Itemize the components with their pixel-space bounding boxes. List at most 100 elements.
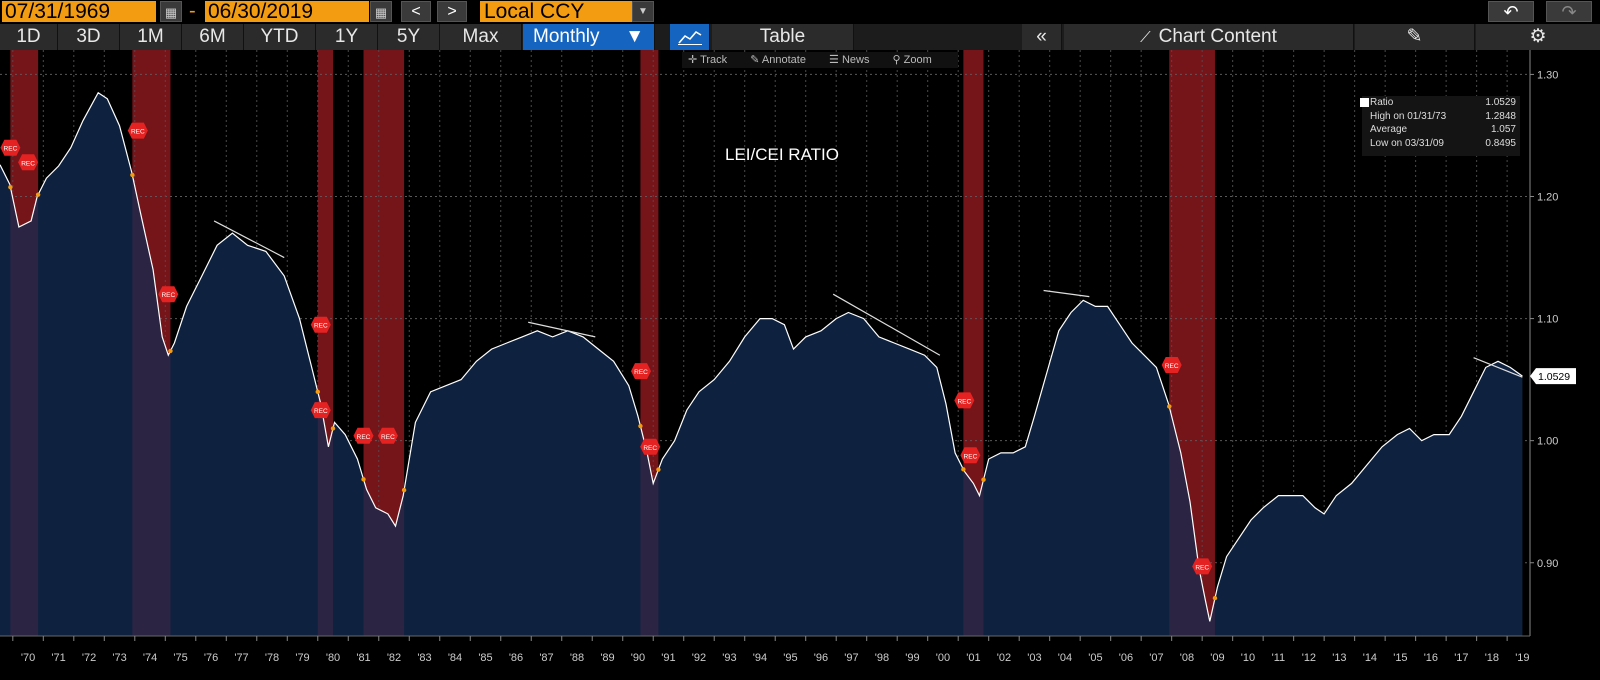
ratio-area [0, 92, 1523, 636]
recession-band-overlay [317, 50, 334, 636]
rec-marker-shape [631, 363, 651, 380]
annotate-tool[interactable]: ✎ Annotate [750, 54, 806, 66]
legend-low-label: Low on 03/31/09 [1370, 137, 1444, 149]
zoom-tool[interactable]: ⚲ Zoom [892, 54, 932, 66]
range-ytd[interactable]: YTD [244, 24, 316, 50]
range-5y[interactable]: 5Y [378, 24, 440, 50]
track-tool[interactable]: ✛ Track [688, 54, 728, 66]
legend-average-value: 1.057 [1490, 124, 1516, 135]
rec-marker-shape [18, 154, 39, 171]
chart-title: LEI/CEI RATIO [725, 145, 839, 164]
recession-boundary-dot [361, 477, 366, 482]
undo-icon[interactable]: ↶ [1488, 1, 1534, 22]
legend-ratio-label: Ratio [1370, 97, 1394, 108]
x-tick-label: '14 [1363, 652, 1377, 664]
x-tick-label: '74 [143, 652, 157, 664]
x-tick-label: '17 [1454, 652, 1468, 664]
rec-marker: REC [127, 122, 148, 139]
rec-marker-label: REC [357, 434, 371, 441]
back-button[interactable]: < [401, 1, 431, 22]
x-tick-label: '03 [1027, 652, 1041, 664]
rec-marker: REC [377, 427, 398, 444]
top-bar: 07/31/1969 ▦ - 06/30/2019 ▦ < > Local CC… [0, 0, 1600, 24]
rec-marker-shape [377, 427, 398, 444]
redo-icon[interactable]: ↷ [1546, 1, 1592, 22]
news-tool[interactable]: ☰ News [829, 54, 870, 66]
x-tick-label: '75 [173, 652, 187, 664]
x-tick-label: '16 [1424, 652, 1438, 664]
end-calendar-icon[interactable]: ▦ [370, 1, 392, 22]
rec-marker-label: REC [643, 445, 657, 452]
recession-boundary-dot [35, 192, 41, 197]
ratio-line [0, 91, 1523, 622]
range-3d[interactable]: 3D [58, 24, 120, 50]
collapse-icon[interactable]: « [1022, 24, 1062, 50]
rec-marker-label: REC [381, 434, 395, 441]
forward-button[interactable]: > [437, 1, 467, 22]
rec-marker-shape [640, 438, 661, 455]
rec-marker-label: REC [1165, 363, 1179, 370]
rec-marker: REC [640, 438, 661, 455]
start-date-input[interactable]: 07/31/1969 [2, 1, 156, 22]
range-max[interactable]: Max [440, 24, 522, 50]
end-date-input[interactable]: 06/30/2019 [205, 1, 369, 22]
table-button[interactable]: Table [712, 24, 854, 50]
rec-marker: REC [0, 139, 21, 156]
range-1d[interactable]: 1D [0, 24, 58, 50]
settings-gear-icon[interactable]: ⚙ [1476, 24, 1600, 50]
legend-high-label: High on 01/31/73 [1370, 110, 1447, 122]
trend-line [528, 321, 596, 338]
x-tick-label: '96 [814, 652, 828, 664]
rec-marker: REC [954, 392, 975, 409]
rec-marker: REC [18, 154, 39, 171]
x-tick-label: '12 [1302, 652, 1316, 664]
trend-line [832, 293, 941, 356]
x-tick-label: '83 [417, 652, 431, 664]
range-6m[interactable]: 6M [182, 24, 244, 50]
rec-marker-label: REC [1195, 564, 1209, 571]
rec-marker-shape [954, 392, 975, 409]
x-tick-label: '86 [509, 652, 523, 664]
x-tick-label: '85 [478, 652, 492, 664]
chart-content-button[interactable]: ⟋ Chart Content [1064, 24, 1354, 50]
rec-marker-label: REC [314, 408, 328, 415]
rec-marker-label: REC [4, 146, 18, 153]
line-chart-icon[interactable] [670, 24, 710, 50]
currency-select[interactable]: Local CCY [480, 1, 632, 22]
x-tick-label: '71 [51, 652, 65, 664]
frequency-select[interactable]: Monthly ▼ [523, 24, 655, 50]
range-1m[interactable]: 1M [120, 24, 182, 50]
range-1y[interactable]: 1Y [316, 24, 378, 50]
x-tick-label: '77 [234, 652, 248, 664]
recession-boundary-dot [638, 423, 643, 429]
chart-content-label: Chart Content [1158, 26, 1277, 47]
y-tick-labels: 0.90 1.00 1.10 1.20 1.30 [1530, 69, 1558, 570]
currency-dropdown-icon[interactable]: ▼ [632, 1, 654, 22]
x-tick-label: '79 [295, 652, 309, 664]
x-tick-label: '08 [1180, 652, 1194, 664]
recession-boundary-dot [1212, 595, 1218, 601]
frequency-label: Monthly [533, 26, 600, 47]
rec-marker-shape [310, 316, 331, 333]
edit-icon[interactable]: ✎ [1355, 24, 1475, 50]
y-tick-label: 1.20 [1537, 192, 1558, 204]
rec-marker-label: REC [957, 398, 971, 405]
rec-marker-label: REC [964, 453, 978, 460]
legend-low-value: 0.8495 [1485, 137, 1516, 149]
rec-marker-label: REC [161, 292, 175, 299]
x-tick-label: '76 [204, 652, 218, 664]
x-tick-label: '01 [966, 652, 980, 664]
legend-ratio-value: 1.0529 [1485, 97, 1516, 108]
x-tick-label: '81 [356, 652, 370, 664]
start-calendar-icon[interactable]: ▦ [160, 1, 182, 22]
rec-marker-shape [158, 286, 179, 303]
x-tick-label: '99 [905, 652, 919, 664]
x-tick-label: '73 [112, 652, 126, 664]
last-value-tag: 1.0529 [1530, 368, 1576, 385]
x-tick-label: '09 [1210, 652, 1224, 664]
x-tick-label: '78 [265, 652, 279, 664]
x-tick-label: '84 [448, 652, 462, 664]
x-tick-label: '91 [661, 652, 675, 664]
